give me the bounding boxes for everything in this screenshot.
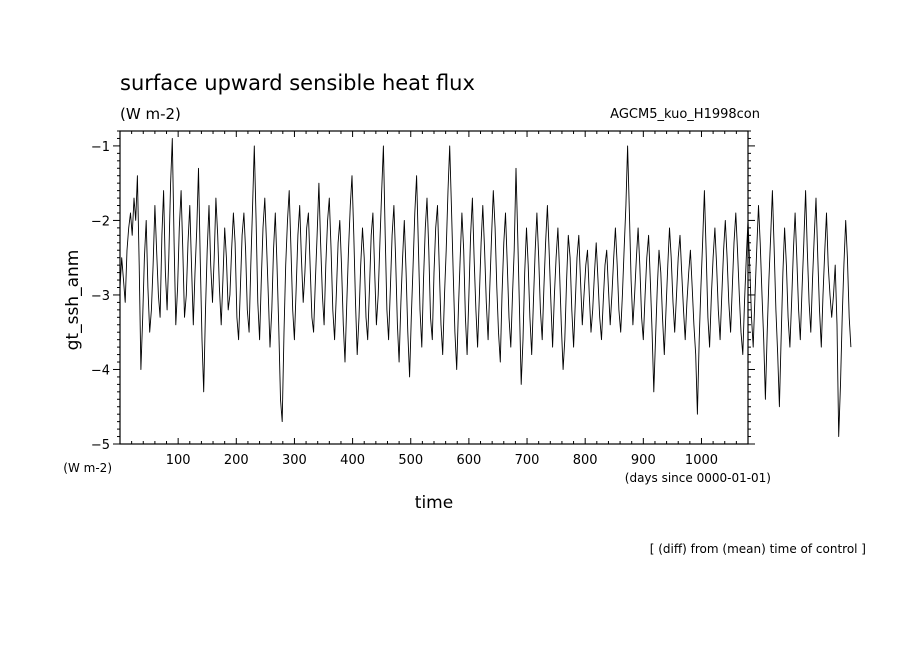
x-tick-label: 800 xyxy=(573,453,598,468)
chart-title: surface upward sensible heat flux xyxy=(120,71,475,95)
y-tick-label: −2 xyxy=(91,214,110,229)
x-axis-label: time xyxy=(415,493,453,513)
footnote: [ (diff) from (mean) time of control ] xyxy=(650,542,866,556)
x-tick-label: 500 xyxy=(398,453,423,468)
x-tick-label: 900 xyxy=(631,453,656,468)
x-axis-units: (days since 0000-01-01) xyxy=(625,471,771,485)
y-axis-label: gt_ssh_anm xyxy=(63,250,83,351)
series-group xyxy=(119,138,852,437)
x-tick-label: 600 xyxy=(456,453,481,468)
x-tick-label: 100 xyxy=(166,453,191,468)
x-tick-label: 300 xyxy=(282,453,307,468)
y-tick-label: −5 xyxy=(91,438,110,453)
experiment-label: AGCM5_kuo_H1998con xyxy=(610,107,760,122)
y-tick-label: −4 xyxy=(91,363,110,378)
x-tick-label: 700 xyxy=(515,453,540,468)
x-tick-label: 400 xyxy=(340,453,365,468)
x-tick-label: 200 xyxy=(224,453,249,468)
y-tick-label: −1 xyxy=(91,140,110,155)
y-tick-label: −3 xyxy=(91,289,110,304)
plot-frame xyxy=(119,130,749,445)
series-line-0 xyxy=(119,138,852,437)
y-axis-units: (W m-2) xyxy=(63,461,112,475)
x-tick-label: 1000 xyxy=(685,453,718,468)
chart-title-units: (W m-2) xyxy=(120,105,181,123)
x-axis-ticks: 100 200 300 400 500 600 700 800 900 1000 xyxy=(131,131,737,468)
